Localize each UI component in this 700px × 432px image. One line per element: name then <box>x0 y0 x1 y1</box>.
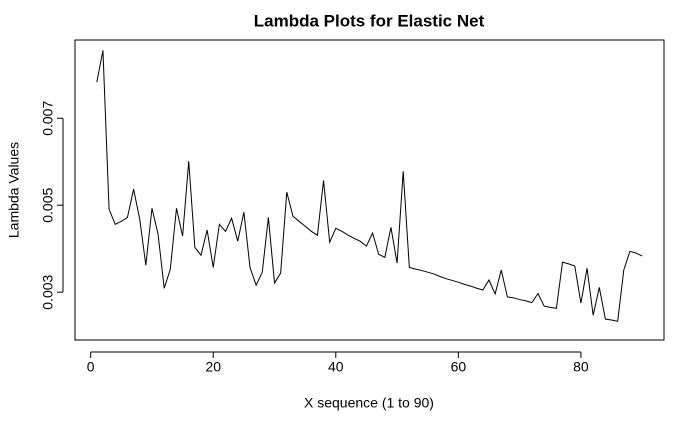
plot-box <box>74 39 665 341</box>
x-tick-label: 80 <box>573 359 589 375</box>
data-line <box>96 50 643 322</box>
x-tick-label: 60 <box>451 359 467 375</box>
x-tick-label: 0 <box>87 359 95 375</box>
y-tick-label: 0.003 <box>40 274 56 309</box>
y-axis-label: Lambda Values <box>6 142 22 238</box>
y-tick-label: 0.007 <box>40 101 56 136</box>
chart-title: Lambda Plots for Elastic Net <box>254 11 485 30</box>
x-tick-label: 40 <box>328 359 344 375</box>
x-axis-label: X sequence (1 to 90) <box>304 395 434 411</box>
y-tick-label: 0.005 <box>40 187 56 222</box>
x-tick-label: 20 <box>205 359 221 375</box>
